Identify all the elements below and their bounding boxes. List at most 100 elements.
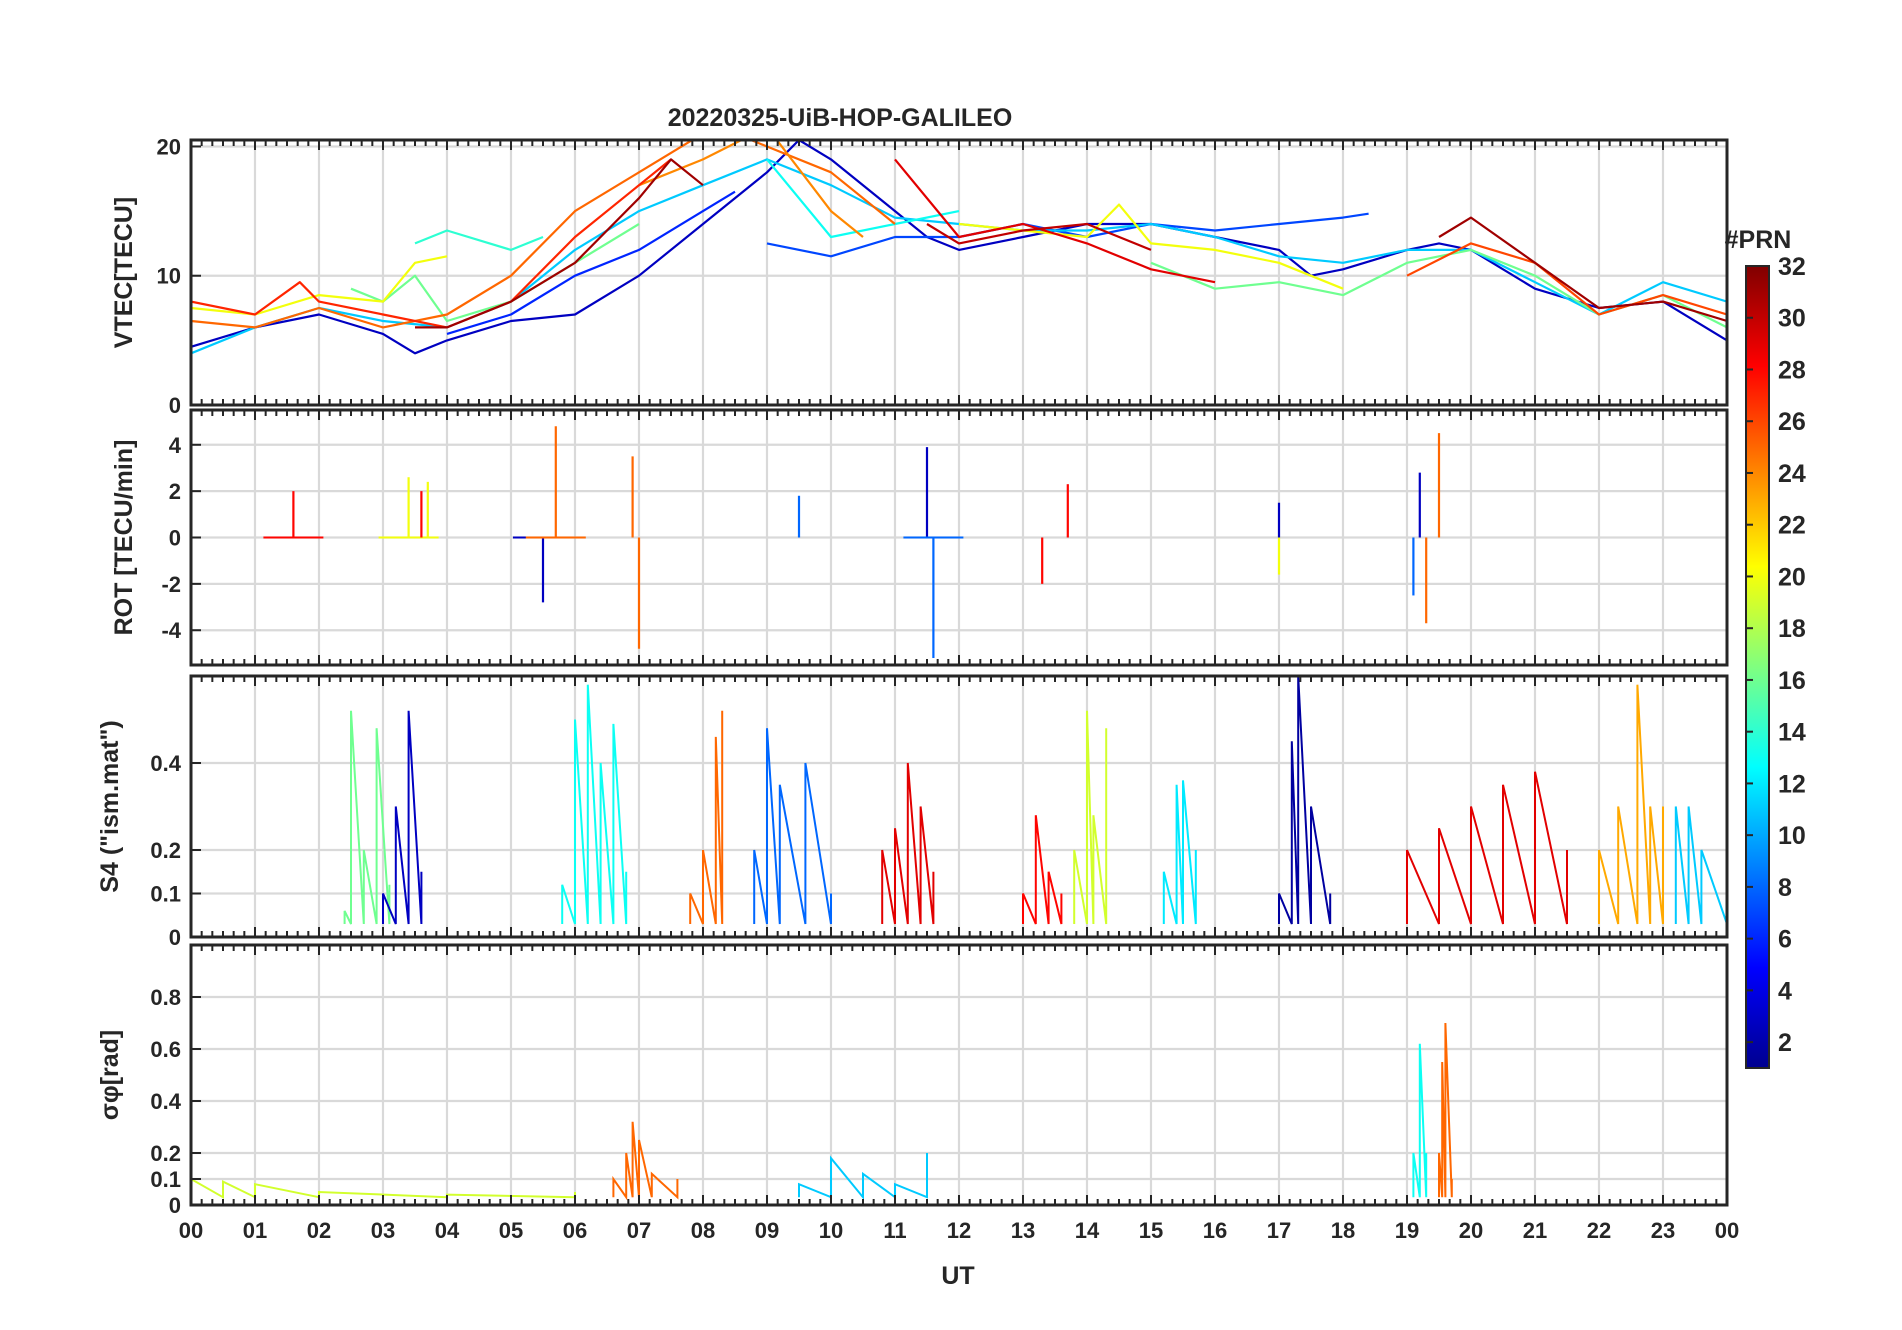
series-group	[191, 1022, 1453, 1201]
series-prn-13	[766, 158, 960, 239]
x-tick-label: 13	[1011, 1218, 1035, 1243]
x-tick-label: 23	[1651, 1218, 1675, 1243]
colorbar-tick-label: 4	[1778, 977, 1792, 1005]
series-prn-2	[1278, 676, 1332, 925]
y-tick-label: 10	[157, 264, 181, 289]
x-ticks	[190, 676, 1728, 937]
x-tick-label: 07	[627, 1218, 651, 1243]
panel-2: -4 -2 0 2 4 ROT [TECU/min]	[110, 408, 1729, 667]
series-prn-26	[1406, 242, 1727, 316]
colorbar-label: #PRN	[1725, 226, 1792, 254]
y-axis-label: VTEC[TECU]	[110, 197, 138, 348]
series-prn-16	[343, 710, 391, 925]
series-prn-12	[1162, 780, 1197, 925]
x-tick-label: 21	[1523, 1218, 1547, 1243]
y-tick-label: 20	[157, 134, 181, 159]
y-tick-label: 0.1	[150, 882, 181, 907]
y-tick-label: -2	[161, 572, 181, 597]
y-tick-label: 0.8	[150, 985, 181, 1010]
x-tick-label: 15	[1139, 1218, 1163, 1243]
x-tick-label: 20	[1459, 1218, 1483, 1243]
series-prn-20	[958, 203, 1344, 290]
series-prn-3	[191, 140, 1727, 355]
series-prn-8	[753, 728, 832, 925]
series-prn-13	[561, 684, 628, 925]
series-prn-6	[446, 190, 736, 335]
colorbar-tick-label: 32	[1778, 253, 1806, 281]
colorbar-tick-label: 22	[1778, 512, 1806, 540]
y-tick-label: 0.4	[150, 751, 181, 776]
series-prn-3	[382, 710, 423, 925]
x-tick-label: 14	[1075, 1218, 1100, 1243]
y-tick-label: 0	[169, 925, 181, 950]
series-prn-30	[926, 222, 1152, 251]
colorbar-tick-label: 28	[1778, 356, 1806, 384]
series-group	[263, 426, 1441, 659]
series-prn-19	[191, 1177, 576, 1199]
x-tick-label: 05	[499, 1218, 523, 1243]
x-ticks	[190, 945, 1728, 1205]
y-tick-label: 0.2	[150, 1141, 181, 1166]
y-axis-label: S4 ("ism.mat")	[96, 720, 124, 892]
series-prn-14	[414, 229, 544, 251]
series-prn-31	[415, 158, 704, 329]
series-prn-25	[612, 1121, 679, 1201]
colorbar-tick-label: 26	[1778, 408, 1806, 436]
x-tick-label: 12	[947, 1218, 971, 1243]
y-axis-label: ROT [TECU/min]	[110, 440, 138, 636]
colorbar-tick-label: 18	[1778, 615, 1806, 643]
colorbar-tick-label: 24	[1778, 460, 1806, 488]
x-tick-label: 18	[1331, 1218, 1355, 1243]
series-group	[191, 140, 1727, 355]
x-tick-label: 02	[307, 1218, 331, 1243]
series-prn-28	[1022, 815, 1063, 925]
x-tick-label: 17	[1267, 1218, 1291, 1243]
x-tick-label: 22	[1587, 1218, 1611, 1243]
x-tick-label: 10	[819, 1218, 843, 1243]
x-tick-label: 16	[1203, 1218, 1227, 1243]
series-prn-31	[1438, 216, 1727, 323]
colorbar-tick-label: 6	[1778, 926, 1792, 954]
colorbar-tick-label: 10	[1778, 822, 1806, 850]
series-prn-11	[798, 1153, 928, 1200]
series-prn-29	[894, 158, 1216, 284]
x-axis-label: UT	[941, 1262, 974, 1290]
panel-4: 00.10.2 0.4 0.6 0.8 σφ[rad]	[96, 943, 1729, 1218]
colorbar-tick-label: 8	[1778, 874, 1792, 902]
y-tick-label: 0.2	[150, 838, 181, 863]
series-prn-29	[1406, 771, 1568, 925]
x-tick-label: 03	[371, 1218, 395, 1243]
series-group	[343, 676, 1727, 925]
y-tick-label: 0	[169, 526, 181, 551]
colorbar-tick-label: 14	[1778, 719, 1806, 747]
colorbar-gradient	[1745, 265, 1770, 1069]
colorbar-tick-label: 12	[1778, 770, 1806, 798]
x-tick-label: 19	[1395, 1218, 1419, 1243]
x-tick-label: 00	[1715, 1218, 1739, 1243]
series-prn-11	[1674, 806, 1727, 925]
colorbar-tick-label: 2	[1778, 1029, 1792, 1057]
chart-title: 20220325-UiB-HOP-GALILEO	[668, 104, 1013, 132]
x-tick-label: 11	[883, 1218, 906, 1243]
x-tick-label: 04	[435, 1218, 460, 1243]
series-prn-23	[1598, 684, 1664, 925]
y-tick-label: 0.6	[150, 1037, 181, 1062]
series-prn-29	[881, 762, 935, 925]
y-tick-label: 0.1	[150, 1167, 181, 1192]
x-ticks	[190, 140, 1728, 405]
y-tick-label: 0	[169, 393, 181, 418]
series-prn-25	[1438, 1022, 1453, 1198]
panel-3: 0 0.1 0.2 0.4 S4 ("ism.mat")	[96, 674, 1729, 950]
y-tick-label: -4	[161, 618, 181, 643]
x-ticks	[190, 410, 1728, 665]
y-tick-label: 0	[169, 1193, 181, 1218]
panel-1: 0 10 20 VTEC[TECU]	[110, 134, 1729, 418]
series-prn-13	[1412, 1043, 1428, 1198]
y-tick-label: 2	[169, 479, 181, 504]
x-tick-label: 09	[755, 1218, 779, 1243]
x-tick-label: 06	[563, 1218, 587, 1243]
x-tick-label: 00	[179, 1218, 203, 1243]
